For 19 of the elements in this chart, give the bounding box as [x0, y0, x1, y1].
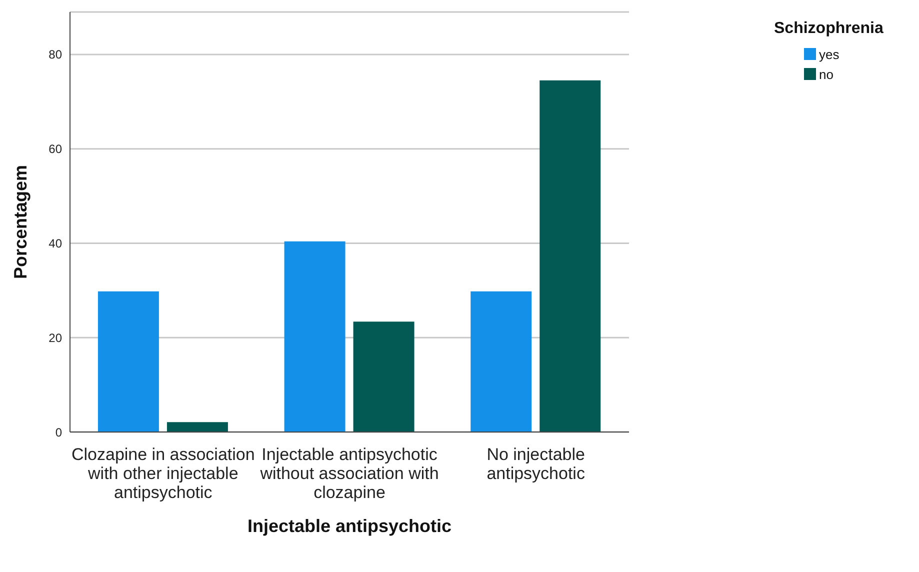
bar: [166, 422, 228, 432]
y-tick-label: 0: [55, 425, 62, 440]
bar: [470, 291, 532, 432]
x-tick-label: Injectable antipsychotic without association with clozapine: [259, 445, 439, 502]
bar: [353, 322, 414, 432]
y-tick-label: 60: [48, 142, 62, 156]
bar: [98, 291, 159, 432]
bar: [540, 80, 601, 432]
y-tick-label: 40: [48, 236, 62, 250]
y-tick-label: 20: [48, 330, 62, 345]
y-tick-label: 80: [48, 48, 62, 62]
legend-label: yes: [818, 46, 840, 64]
y-axis-title: Porcentagem: [10, 164, 30, 280]
x-tick-label: No injectable antipsychotic: [486, 445, 586, 483]
x-tick-label: Clozapine in association with other injectable antipsychotic: [71, 445, 255, 502]
legend-title: Schizophrenia: [774, 20, 884, 38]
legend-label: no: [818, 66, 834, 84]
x-axis-title: Injectable antipsychotic: [247, 516, 452, 536]
bar: [284, 241, 346, 432]
